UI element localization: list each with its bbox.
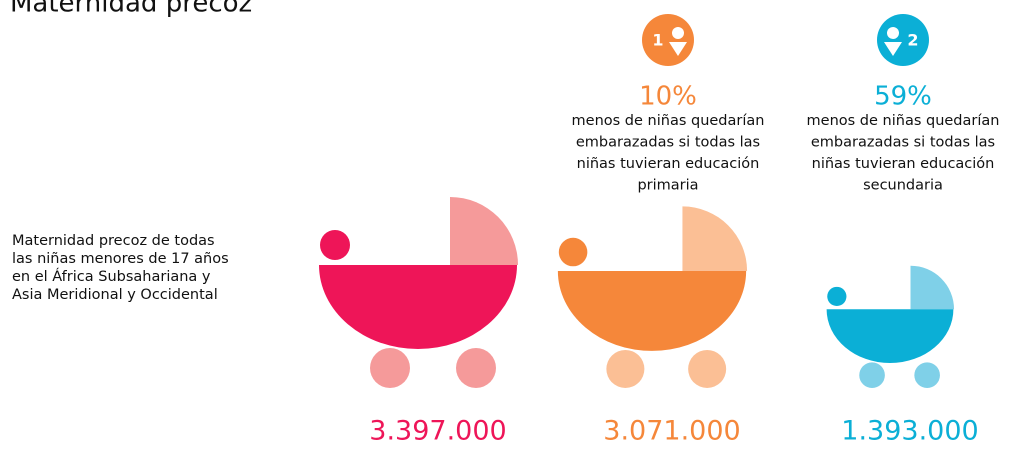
icon-figure [672,27,684,39]
annotation-line: menos de niñas quedarían [572,113,765,129]
icon-badge [642,14,694,66]
value-label: 3.071.000 [603,416,740,447]
annotation-line: menos de niñas quedarían [807,113,1000,129]
annotation-line: primaria [637,178,698,194]
annotation-line: niñas tuvieran educación [812,156,995,172]
icon-figure [887,27,899,39]
stroller [827,266,954,388]
stroller-body [558,271,746,351]
stroller-handle [320,230,350,260]
stroller-wheel [370,348,410,388]
stroller-handle [559,238,588,267]
description-line: Asia Meridional y Occidental [12,287,218,303]
stroller [319,197,518,388]
title: Maternidad precoz [10,0,252,19]
stroller-body [319,265,517,349]
percent-label: 59% [874,82,932,112]
infographic: Maternidad precoz Maternidad precoz de t… [0,0,1013,450]
description-line: las niñas menores de 17 años [12,251,229,267]
icon-badge [877,14,929,66]
value-label: 1.393.000 [841,416,978,447]
stroller-body [827,309,954,363]
stroller-wheel [688,350,726,388]
stroller-hood [450,197,518,265]
stroller-wheel [456,348,496,388]
annotation-line: niñas tuvieran educación [577,156,760,172]
stroller-wheel [606,350,644,388]
stroller-wheel [859,362,885,388]
stroller-handle [827,287,846,306]
value-label: 3.397.000 [369,416,506,447]
stroller-hood [910,266,954,310]
percent-label: 10% [639,82,697,112]
stroller-wheel [914,362,940,388]
icon-number: 2 [907,31,918,50]
annotation-line: secundaria [863,178,943,194]
stroller [558,206,747,388]
annotation-line: embarazadas si todas las [576,135,760,151]
stroller-hood [682,206,747,271]
description-line: en el África Subsahariana y [12,268,211,285]
annotation-line: embarazadas si todas las [811,135,995,151]
icon-number: 1 [652,31,663,50]
description-line: Maternidad precoz de todas [12,233,215,249]
